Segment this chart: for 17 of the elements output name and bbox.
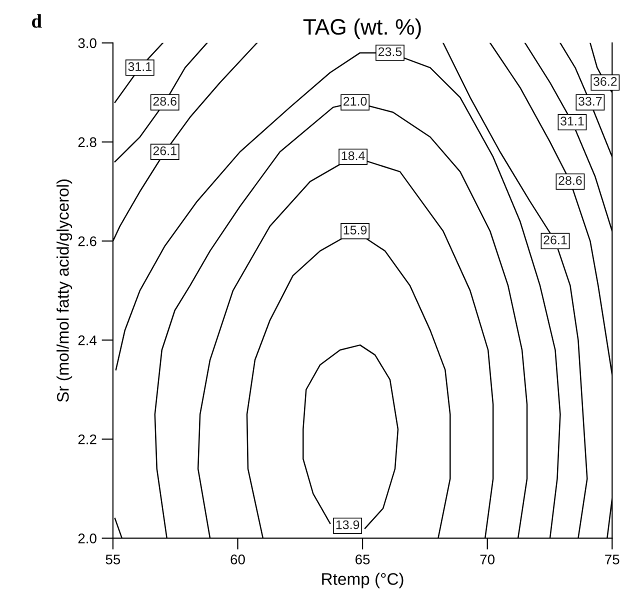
y-tick-label: 2.8 <box>78 137 96 148</box>
y-tick-label: 2.2 <box>78 434 96 444</box>
y-axis-title: Sr (mol/mol fatty acid/glycerol) <box>56 180 72 402</box>
x-axis-title: Rtemp (°C) <box>322 572 404 588</box>
series-label: 13.9 <box>336 520 360 530</box>
y-tick-label: 2.0 <box>78 534 96 544</box>
text: d <box>32 14 42 28</box>
line-series <box>302 344 399 529</box>
x-tick-label: 70 <box>480 554 495 564</box>
x-tick-label: 55 <box>106 554 120 564</box>
x-tick-label: 60 <box>230 554 245 564</box>
chart-title: TAG (wt. %) <box>303 18 421 40</box>
y-tick-label: 2.4 <box>78 335 97 346</box>
x-tick-label: 75 <box>605 554 620 564</box>
x-tick-label: 65 <box>356 554 370 564</box>
y-tick-label: 3.0 <box>78 38 96 48</box>
y-tick-label: 2.6 <box>78 236 96 246</box>
